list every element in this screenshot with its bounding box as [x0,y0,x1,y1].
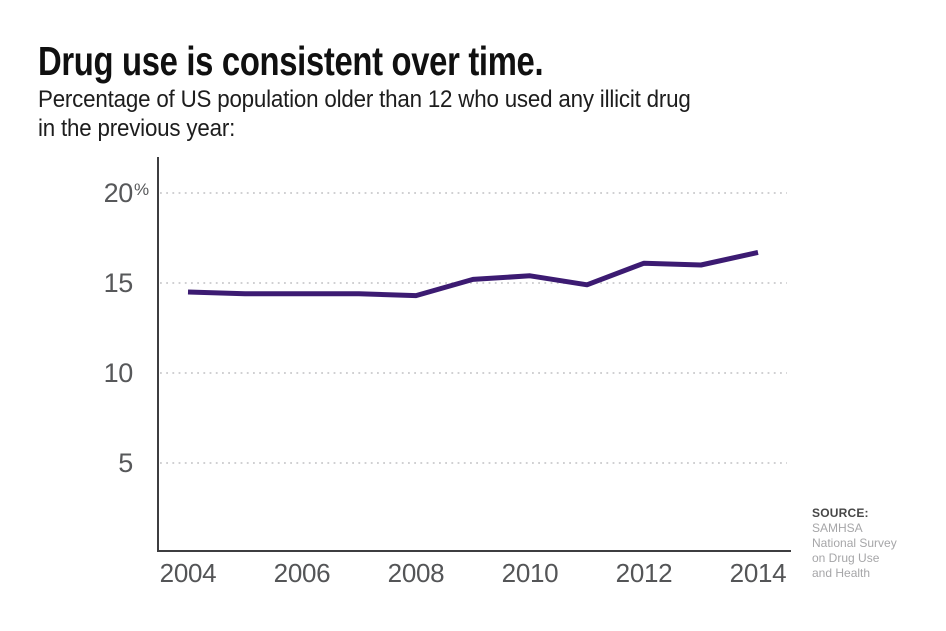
y-tick-number: 15 [103,268,134,298]
y-tick-number: 10 [103,358,134,388]
source-line-4: and Health [812,566,871,580]
y-axis-tick-label-15: 15 [0,268,134,298]
y-axis-tick-label-20: 20% [0,178,150,208]
axis-lines [157,157,791,552]
chart-title: Drug use is consistent over time. [38,38,544,84]
y-tick-number: 5 [118,448,133,478]
source-line-1: SAMHSA [812,521,863,535]
y-axis-tick-label-10: 10 [0,358,134,388]
chart-subtitle: Percentage of US population older than 1… [38,85,691,143]
x-axis-tick-label-2012: 2012 [615,558,673,588]
chart-subtitle-line-1: Percentage of US population older than 1… [38,86,691,113]
gridlines [160,192,787,464]
series-line [187,249,759,299]
y-tick-number: 20 [103,178,134,208]
source-label: SOURCE: [812,506,869,520]
chart-subtitle-line-2: in the previous year: [38,115,236,142]
x-axis-tick-label-2006: 2006 [273,558,331,588]
source-line-2: National Survey [812,536,897,550]
x-axis-tick-label-2008: 2008 [387,558,445,588]
x-axis-tick-label-2014: 2014 [729,558,787,588]
percent-sign: % [134,180,149,199]
source-line-3: on Drug Use [812,551,880,565]
y-axis-tick-label-5: 5 [0,448,133,478]
source-note: SOURCE: SAMHSA National Survey on Drug U… [812,506,932,581]
x-axis-tick-label-2010: 2010 [501,558,559,588]
x-axis-tick-label-2004: 2004 [159,558,217,588]
